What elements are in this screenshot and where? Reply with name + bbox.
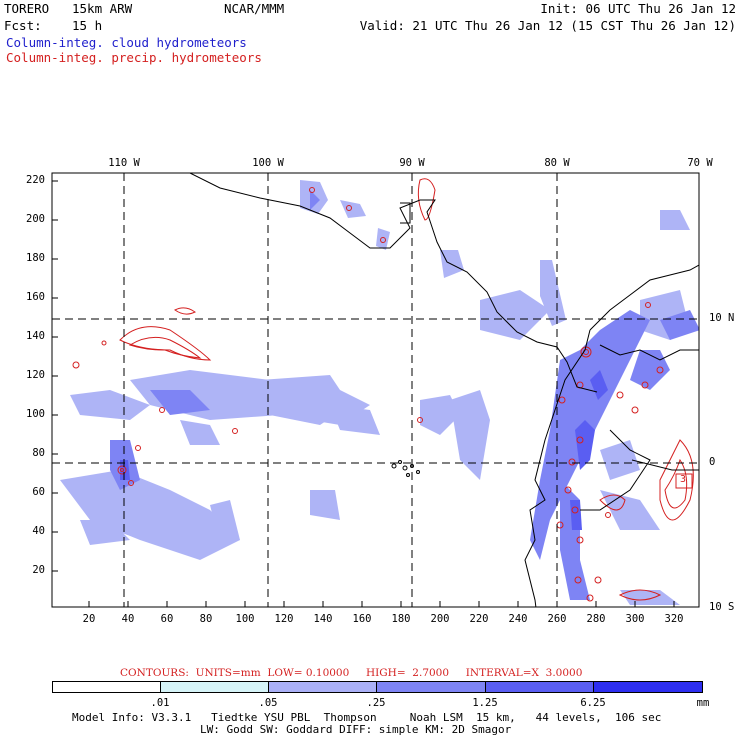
- colorbar-label: .25: [366, 697, 386, 709]
- lon-label-110w: 110 W: [108, 157, 140, 169]
- model-resolution: 15km ARW: [72, 1, 133, 16]
- forecast-hour: 15 h: [72, 18, 103, 33]
- x-tick-label: 240: [508, 613, 528, 625]
- model-name: TORERO: [4, 1, 50, 16]
- x-tick-label: 320: [664, 613, 684, 625]
- y-tick-label: 140: [26, 330, 45, 342]
- color-bin: [486, 682, 594, 692]
- y-tick-label: 200: [26, 213, 45, 225]
- model-physics: LW: Godd SW: Goddard DIFF: simple KM: 2D…: [200, 723, 512, 736]
- axis-ticks: [52, 180, 675, 607]
- x-tick-label: 280: [586, 613, 606, 625]
- model-info: Model Info: V3.3.1 Tiedtke YSU PBL Thomp…: [72, 711, 662, 724]
- coastlines: [189, 173, 699, 607]
- x-tick-label: 60: [160, 613, 174, 625]
- contour-value-label: 3: [680, 474, 687, 485]
- y-tick-label: 120: [26, 369, 45, 381]
- colorbar-label: 1.25: [472, 697, 498, 709]
- lon-label-70w: 70 W: [687, 157, 713, 169]
- valid-time: Valid: 21 UTC Thu 26 Jan 12 (15 CST Thu …: [359, 18, 736, 33]
- precip-cells: [72, 187, 664, 602]
- init-time: Init: 06 UTC Thu 26 Jan 12: [540, 1, 736, 16]
- x-tick-label: 140: [313, 613, 333, 625]
- y-tick-label: 160: [26, 291, 45, 303]
- y-tick-label: 220: [26, 174, 45, 186]
- lat-label-10n: 10 N: [709, 312, 735, 324]
- lon-label-100w: 100 W: [252, 157, 284, 169]
- contour-label-box: [675, 473, 693, 489]
- x-tick-label: 100: [235, 613, 255, 625]
- x-tick-label: 220: [469, 613, 489, 625]
- x-tick-label: 40: [121, 613, 135, 625]
- x-tick-label: 120: [274, 613, 294, 625]
- precip-contours: [119, 178, 694, 601]
- galapagos-islands: [391, 460, 420, 477]
- cloud-field-title: Column-integ. cloud hydrometeors: [6, 35, 247, 50]
- x-tick-label: 80: [199, 613, 213, 625]
- lat-label-10s: 10 S: [709, 601, 735, 613]
- contours-info: CONTOURS: UNITS=mm LOW= 0.10000 HIGH= 2.…: [120, 667, 583, 679]
- x-tick-label: 200: [430, 613, 450, 625]
- color-bin: [594, 682, 702, 692]
- x-tick-label: 300: [625, 613, 645, 625]
- organization: NCAR/MMM: [224, 1, 285, 16]
- x-tick-label: 180: [391, 613, 411, 625]
- lat-lon-grid: [52, 173, 699, 607]
- y-tick-label: 20: [32, 564, 45, 576]
- y-tick-label: 80: [32, 447, 45, 459]
- map-frame: [51, 172, 700, 608]
- lon-label-80w: 80 W: [544, 157, 570, 169]
- x-tick-label: 20: [82, 613, 96, 625]
- forecast-label: Fcst:: [4, 18, 42, 33]
- colorbar-label: 6.25: [580, 697, 606, 709]
- y-tick-label: 60: [32, 486, 45, 498]
- colorbar-label: .01: [150, 697, 170, 709]
- color-bin: [269, 682, 377, 692]
- precip-field-title: Column-integ. precip. hydrometeors: [6, 50, 262, 65]
- y-tick-label: 40: [32, 525, 45, 537]
- lon-label-90w: 90 W: [399, 157, 425, 169]
- y-tick-label: 180: [26, 252, 45, 264]
- lat-label-0: 0: [709, 456, 716, 468]
- color-bin: [53, 682, 161, 692]
- x-tick-label: 260: [547, 613, 567, 625]
- color-bar: [52, 681, 703, 693]
- color-bin: [377, 682, 486, 692]
- y-tick-label: 100: [26, 408, 45, 420]
- colorbar-unit: mm: [696, 697, 710, 709]
- x-tick-label: 160: [352, 613, 372, 625]
- color-bin: [161, 682, 269, 692]
- colorbar-label: .05: [258, 697, 278, 709]
